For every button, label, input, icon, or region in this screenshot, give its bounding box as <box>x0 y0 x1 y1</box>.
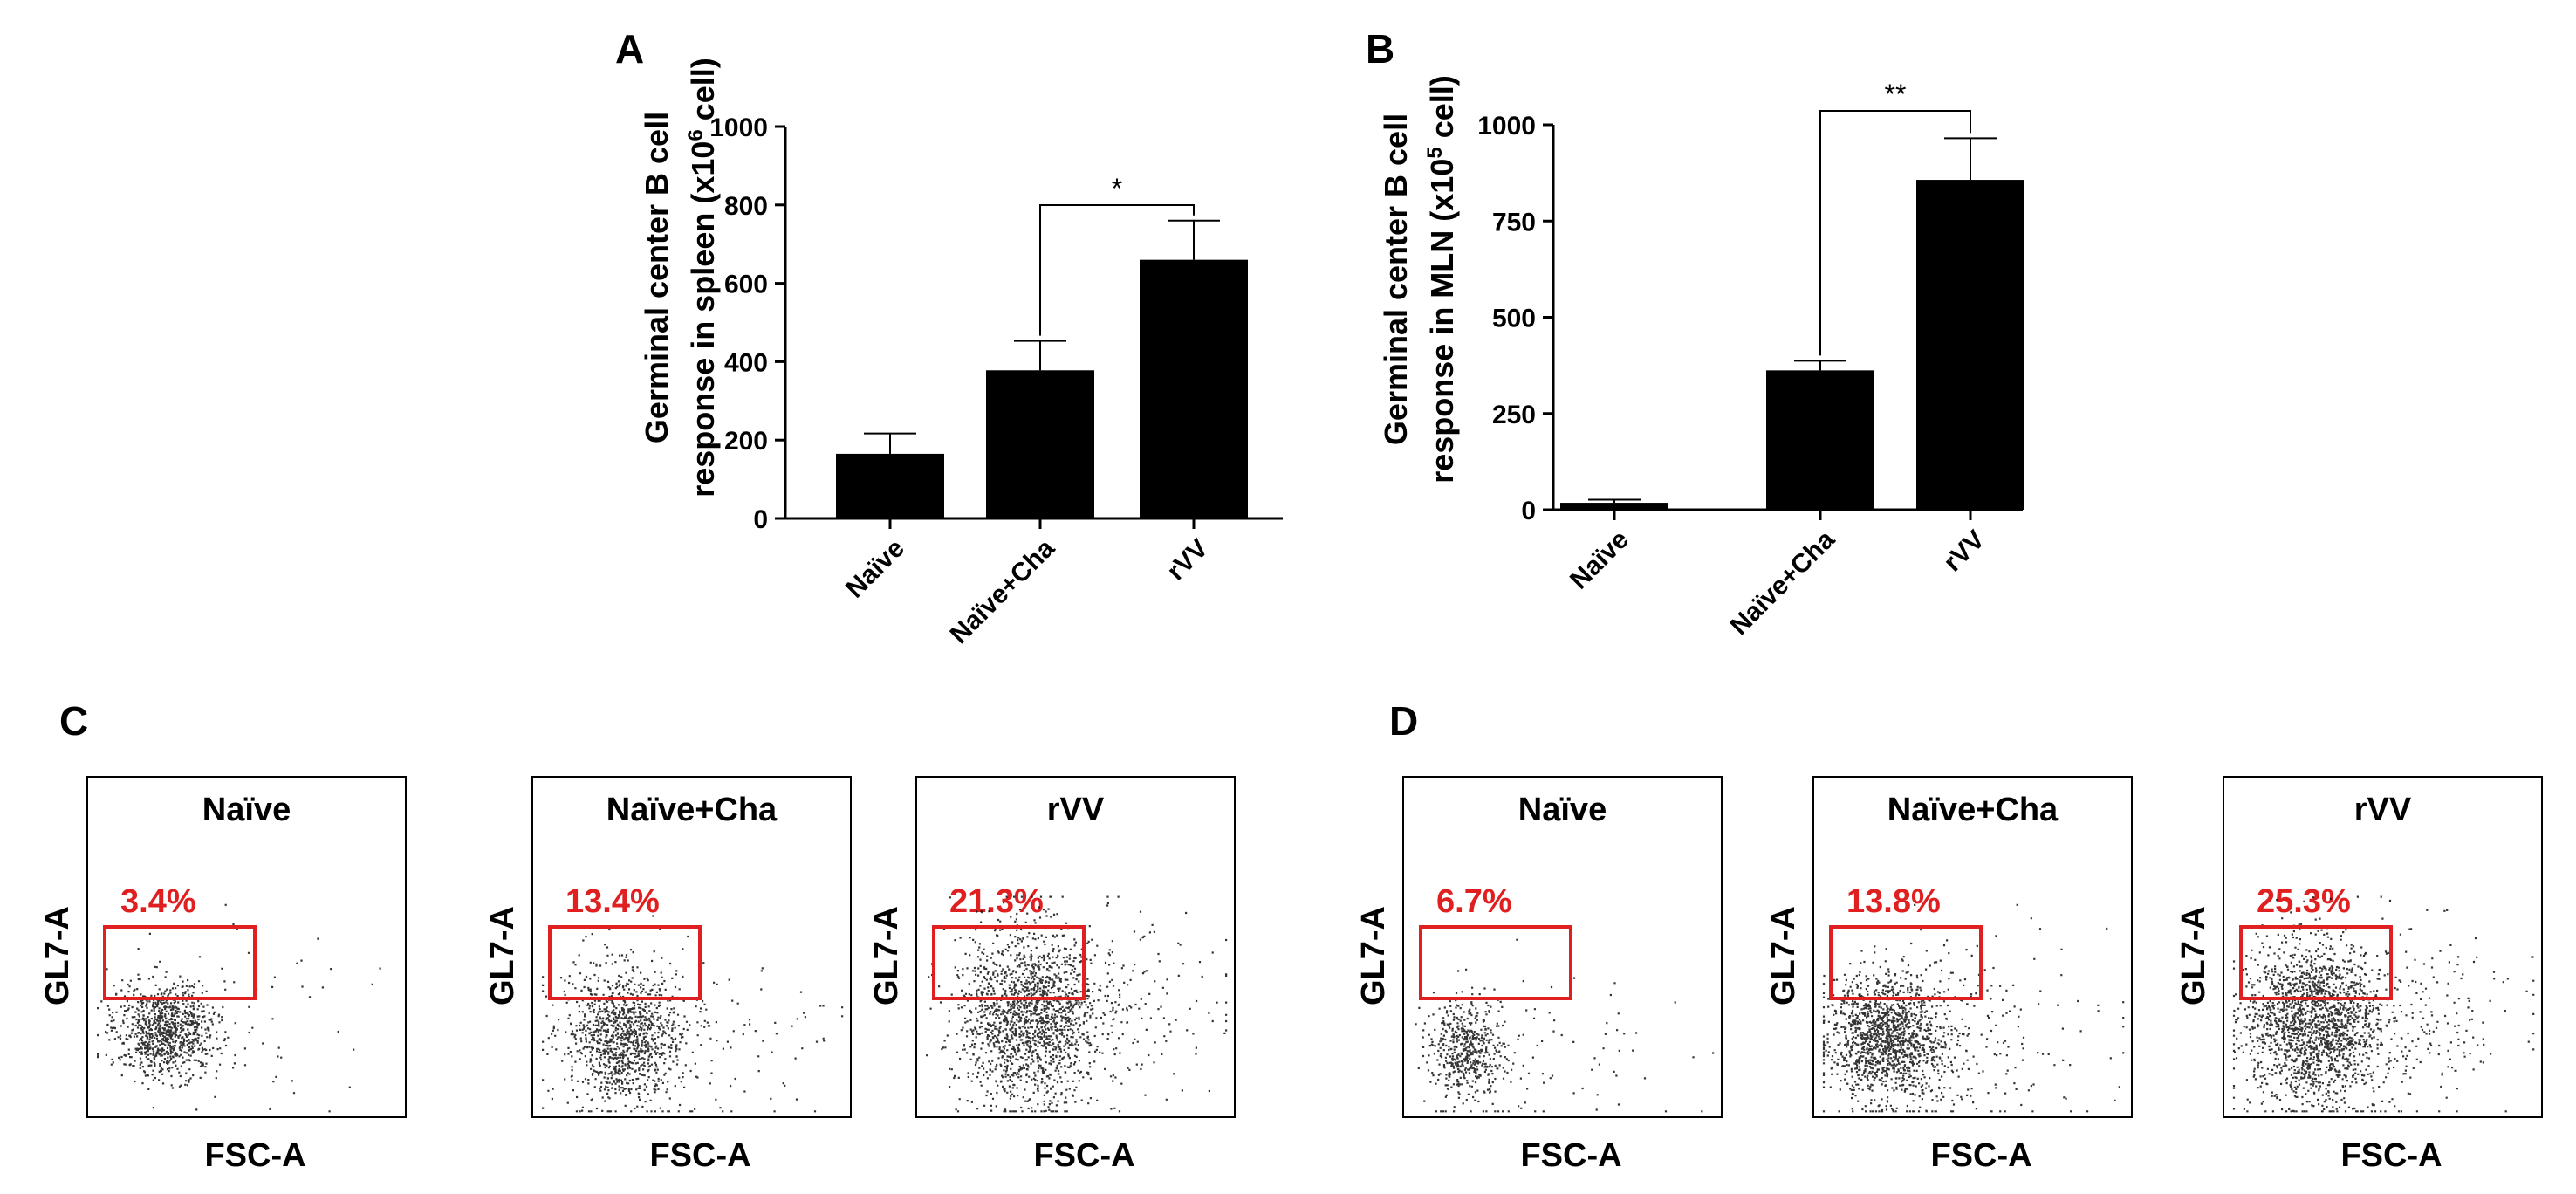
plot-title: rVV <box>2354 792 2412 828</box>
x-axis-label: FSC-A <box>1930 1137 2031 1174</box>
significance-bracket <box>1819 110 1971 356</box>
significance-label: * <box>1112 173 1122 204</box>
x-axis-label: FSC-A <box>1520 1137 1621 1174</box>
y-tick-label: 0 <box>1521 497 1536 525</box>
y-tick-label: 800 <box>724 192 768 221</box>
y-axis-label: GL7-A <box>2175 906 2212 1005</box>
scatter-dots <box>926 896 1228 1113</box>
gate-rectangle <box>932 925 1086 1000</box>
plot-frame <box>2223 776 2543 1118</box>
y-axis-label-line2: response in spleen (x106 cell) <box>684 58 722 498</box>
plot-frame <box>915 776 1236 1118</box>
y-tick-label: 1000 <box>1477 112 1536 141</box>
x-tick-label: Naïve+Cha <box>945 533 1061 649</box>
bar <box>986 370 1094 518</box>
gate-rectangle <box>2239 925 2393 1000</box>
gate-rectangle <box>1419 925 1572 1000</box>
plot-title: Naïve+Cha <box>606 792 778 828</box>
panel-label-a: A <box>615 26 644 72</box>
bar-chart-a: Germinal center B cell response in splee… <box>639 58 1283 649</box>
gate-rectangle <box>103 925 257 1000</box>
flow-plot-c-2: Naïve+Cha 13.4% FSC-A GL7-A <box>484 776 852 1174</box>
panel-label-b: B <box>1366 26 1394 72</box>
x-axis-label: FSC-A <box>1033 1137 1134 1174</box>
plot-title: Naïve+Cha <box>1887 792 2059 828</box>
y-axis-label: GL7-A <box>1355 906 1392 1005</box>
significance-label: ** <box>1885 79 1907 110</box>
plot-frame <box>531 776 852 1118</box>
y-tick-label: 600 <box>724 271 768 299</box>
y-tick-label: 500 <box>1492 305 1536 333</box>
y-axis-label: GL7-A <box>39 906 76 1005</box>
scatter-dots <box>97 903 381 1113</box>
gate-percentage: 21.3% <box>949 883 1044 920</box>
y-axis-label-line1: Germinal center B cell <box>639 112 675 443</box>
x-axis-label: FSC-A <box>204 1137 305 1174</box>
y-tick-label: 250 <box>1492 401 1536 429</box>
y-tick-label: 0 <box>753 505 768 534</box>
y-tick-label: 1000 <box>709 113 768 142</box>
scatter-dots <box>542 915 844 1113</box>
flow-plot-d-1: Naïve 6.7% FSC-A GL7-A <box>1355 776 1723 1174</box>
gate-percentage: 3.4% <box>120 883 196 920</box>
plot-frame <box>86 776 407 1118</box>
x-tick-label: Naïve <box>840 534 910 604</box>
bar <box>836 453 944 518</box>
x-axis-label: FSC-A <box>2340 1137 2442 1174</box>
plot-title: Naïve <box>202 792 291 828</box>
panel-label-c: C <box>59 698 88 744</box>
x-tick-label: Naïve+Cha <box>1725 525 1841 641</box>
y-axis-label: GL7-A <box>1765 906 1802 1005</box>
plot-title: rVV <box>1047 792 1105 828</box>
x-tick-label: rVV <box>1161 534 1214 587</box>
x-axis-label: FSC-A <box>649 1137 750 1174</box>
gate-rectangle <box>1829 925 1983 1000</box>
y-axis-label-line1: Germinal center B cell <box>1378 113 1414 445</box>
bar <box>1766 370 1874 510</box>
x-tick-label: Naïve <box>1565 525 1634 595</box>
y-axis-label: GL7-A <box>484 906 521 1005</box>
bar <box>1140 259 1248 518</box>
flow-plot-c-3: rVV 21.3% FSC-A GL7-A <box>868 776 1236 1174</box>
flow-plot-d-2: Naïve+Cha 13.8% FSC-A GL7-A <box>1765 776 2133 1174</box>
plot-title: Naïve <box>1518 792 1607 828</box>
y-tick-label: 400 <box>724 348 768 377</box>
significance-bracket <box>1039 204 1195 336</box>
gate-percentage: 6.7% <box>1436 883 1512 920</box>
flow-plot-c-1: Naïve 3.4% FSC-A GL7-A <box>39 776 407 1174</box>
bar <box>1916 180 2024 511</box>
y-tick-label: 200 <box>724 427 768 456</box>
gate-percentage: 13.4% <box>565 883 660 920</box>
y-tick-label: 750 <box>1492 208 1536 237</box>
bar <box>1560 503 1668 510</box>
gate-rectangle <box>548 925 702 1000</box>
flow-cytometry-plots: Naïve 3.4% FSC-A GL7-A Naïve+Cha 13.4% FSC-A GL… <box>39 776 2543 1174</box>
scatter-dots <box>1822 903 2125 1113</box>
panel-label-d: D <box>1389 698 1418 744</box>
bar-chart-b: Germinal center B cell response in MLN (… <box>1378 75 2024 641</box>
y-axis-label-line2: response in MLN (x105 cell) <box>1423 75 1461 484</box>
gate-percentage: 13.8% <box>1846 883 1941 920</box>
x-tick-label: rVV <box>1938 525 1990 578</box>
y-axis-label: GL7-A <box>868 906 905 1005</box>
